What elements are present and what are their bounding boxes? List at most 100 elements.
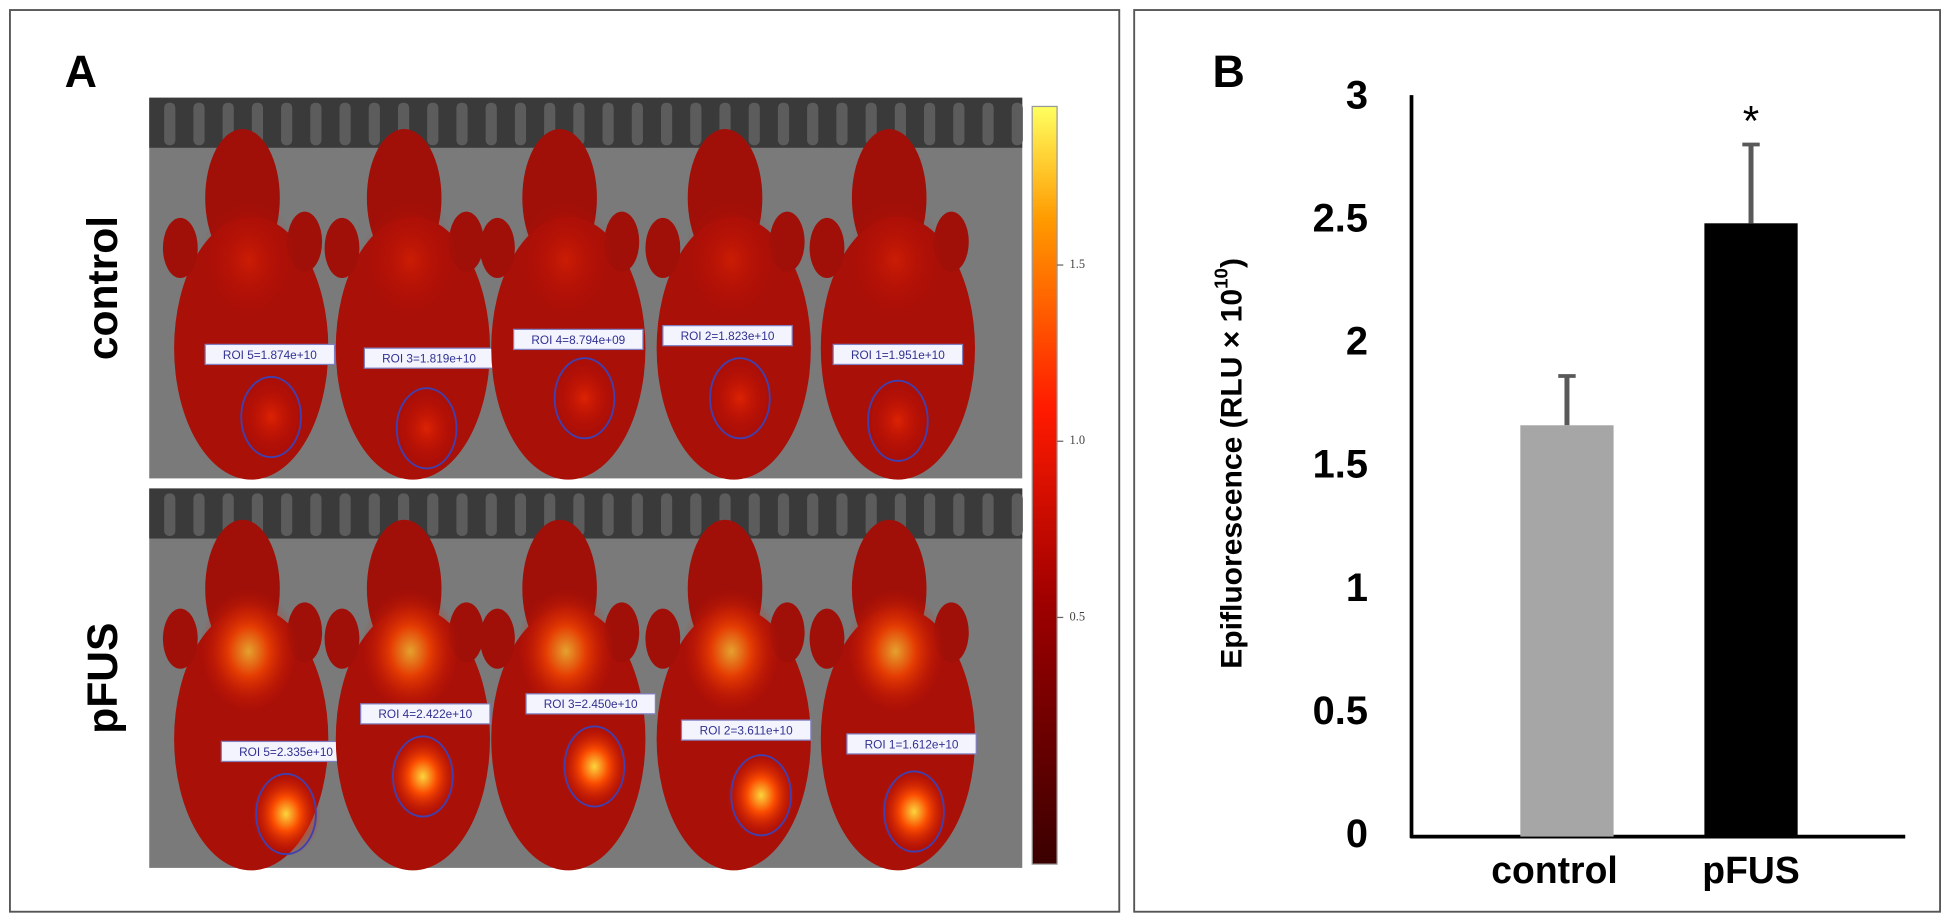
mouse-glow xyxy=(360,588,461,714)
significance-marker: * xyxy=(1743,98,1759,145)
roi-circle xyxy=(709,357,771,440)
holder-slot xyxy=(485,493,497,537)
holder-slot xyxy=(836,493,848,537)
colorbar-tick-label: 1.5 xyxy=(1070,257,1086,271)
mouse: ROI 2=3.611e+10 xyxy=(645,519,812,871)
roi-circle xyxy=(553,357,616,440)
y-label-end: ) xyxy=(1216,258,1249,268)
roi-label-box xyxy=(512,328,644,351)
mouse: ROI 1=1.612e+10 xyxy=(809,519,977,871)
y-label-text: Epifluorescence (RLU × 10 xyxy=(1216,289,1249,669)
tumor-glow xyxy=(559,723,630,810)
x-tick-label: pFUS xyxy=(1702,849,1799,891)
tumor-glow xyxy=(549,355,620,441)
holder-slot xyxy=(573,102,585,146)
holder-slot xyxy=(164,493,176,537)
holder-slot xyxy=(953,102,965,146)
mouse: ROI 4=8.794e+09 xyxy=(480,128,646,480)
mouse-arm xyxy=(324,217,360,279)
holder-slot xyxy=(1011,102,1023,146)
holder-slot xyxy=(427,493,439,537)
roi-label: ROI 1=1.951e+10 xyxy=(851,348,945,362)
holder-slot xyxy=(281,493,293,537)
x-tick-label: control xyxy=(1491,849,1617,891)
panel-b: B Epifluorescence (RLU × 1010) 0 0.5 1 1.5 2… xyxy=(1210,46,1906,891)
mouse: ROI 2=1.823e+10 xyxy=(645,128,811,480)
y-tick-label: 0 xyxy=(1346,812,1368,856)
holder-slot xyxy=(1011,493,1023,537)
holder-slot xyxy=(690,493,702,537)
mouse-arm xyxy=(480,217,515,279)
roi-label: ROI 4=8.794e+09 xyxy=(531,333,625,347)
holder-slot xyxy=(865,493,877,537)
y-tick-label: 1.5 xyxy=(1313,443,1368,487)
holder-slot xyxy=(339,493,351,537)
holder-slot xyxy=(660,493,673,537)
roi-label: ROI 1=1.612e+10 xyxy=(865,737,959,751)
colorbar-tick-label: 0.5 xyxy=(1070,609,1086,623)
holder-slot xyxy=(368,493,380,537)
tumor-glow xyxy=(388,733,458,820)
mouse-glow xyxy=(845,197,946,324)
tumor-glow xyxy=(705,355,775,441)
roi-label-box xyxy=(662,324,793,347)
panel-label: B xyxy=(1213,46,1245,97)
holder-slot xyxy=(310,102,322,146)
roi-label: ROI 3=2.450e+10 xyxy=(544,697,638,711)
mouse-arm xyxy=(645,608,681,669)
panel-a: ROI 5=1.874e+10 ROI 3=1.819e+10 ROI 4=8.79… xyxy=(79,97,1086,871)
roi-label-box xyxy=(360,703,491,725)
tumor-glow xyxy=(863,378,933,464)
mouse: ROI 3=2.450e+10 xyxy=(480,519,657,871)
holder-slot xyxy=(953,493,965,537)
holder-slot xyxy=(777,493,790,537)
holder-slot xyxy=(193,493,205,537)
holder-slot xyxy=(514,102,527,146)
mouse-glow xyxy=(681,588,781,714)
holder-slot xyxy=(485,102,497,146)
holder-slot xyxy=(777,102,790,146)
mouse-arm xyxy=(809,608,845,669)
mouse-arm xyxy=(809,217,845,279)
holder-slot xyxy=(368,102,380,146)
mouse-arm xyxy=(480,608,515,669)
panel-label: A xyxy=(65,46,97,97)
roi-label: ROI 2=1.823e+10 xyxy=(681,329,775,343)
tumor-glow xyxy=(251,771,321,857)
row-label: pFUS xyxy=(79,623,126,734)
holder-slot xyxy=(339,102,351,146)
y-tick-label: 1 xyxy=(1346,566,1368,610)
colorbar xyxy=(1031,105,1058,865)
holder-slot xyxy=(660,102,673,146)
tumor-glow xyxy=(391,385,462,471)
holder-slot xyxy=(310,493,322,537)
mouse-arm xyxy=(645,217,681,279)
tumor-glow xyxy=(879,768,949,855)
roi-circle xyxy=(392,735,454,818)
mouse: ROI 5=2.335e+10 xyxy=(162,519,352,871)
holder-slot xyxy=(807,493,819,537)
mouse: ROI 4=2.422e+10 xyxy=(324,519,491,871)
roi-label: ROI 4=2.422e+10 xyxy=(378,707,472,721)
holder-slot xyxy=(748,102,760,146)
roi-circle xyxy=(255,773,317,856)
holder-slot xyxy=(164,102,176,146)
holder-slot xyxy=(281,102,293,146)
tumor-glow xyxy=(236,374,306,460)
colorbar-tick-label: 1.0 xyxy=(1070,433,1086,447)
holder-slot xyxy=(690,102,702,146)
mouse: ROI 3=1.819e+10 xyxy=(324,128,495,480)
roi-label-box xyxy=(204,343,336,366)
holder-slot xyxy=(924,102,936,146)
y-label-sup: 10 xyxy=(1210,268,1231,289)
mouse-glow xyxy=(198,197,299,324)
roi-circle xyxy=(563,725,626,808)
bar xyxy=(1704,223,1798,837)
y-tick-label: 2.5 xyxy=(1313,196,1368,240)
y-tick-label: 3 xyxy=(1346,73,1368,117)
mouse-arm xyxy=(162,608,198,669)
y-axis-label: Epifluorescence (RLU × 1010) xyxy=(1210,258,1248,669)
row-label: control xyxy=(79,216,126,360)
